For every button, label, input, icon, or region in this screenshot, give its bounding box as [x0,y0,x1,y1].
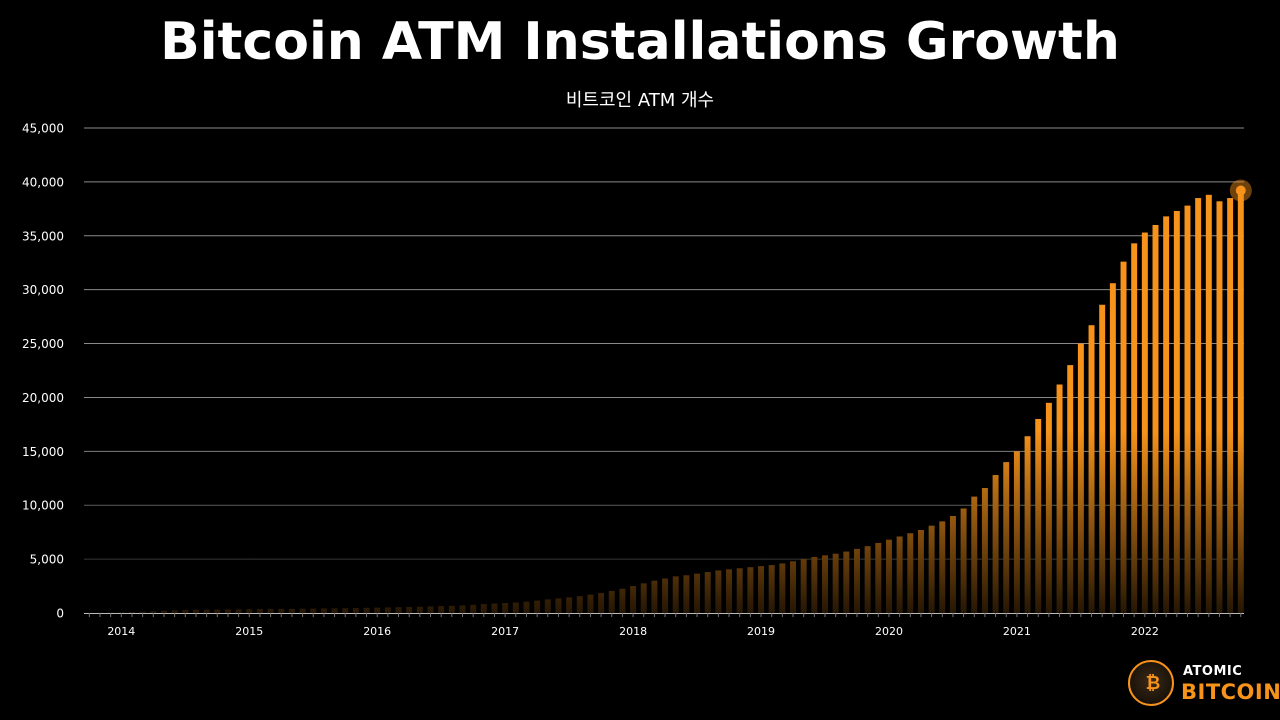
bitcoin-symbol-icon: ₿ [1130,673,1176,694]
latest-value-marker [1230,180,1252,202]
x-axis: 2014 2015 2016 2017 2018 2019 2020 2021 2022 [84,613,1244,638]
marker-dot [1236,186,1246,196]
y-tick-label: 15,000 [22,445,64,459]
x-tick-label: 2016 [363,625,391,638]
bar-chart: 0 5,000 10,000 15,000 20,000 25,000 30,000 35,0… [0,0,1280,720]
x-tick-label: 2018 [619,625,647,638]
y-tick-label: 40,000 [22,175,64,189]
mascot-icon: ₿ [1128,660,1174,706]
logo-text-bottom: BITCOIN [1181,680,1280,704]
y-tick-label: 35,000 [22,229,64,243]
x-tick-label: 2022 [1131,625,1159,638]
bar-fade-overlay [84,430,1244,613]
y-tick-label: 30,000 [22,283,64,297]
x-tick-label: 2015 [235,625,263,638]
y-tick-label: 10,000 [22,499,64,513]
y-tick-label: 5,000 [30,553,64,567]
x-tick-label: 2017 [491,625,519,638]
x-tick-label: 2014 [107,625,135,638]
y-tick-label: 0 [56,607,64,621]
y-tick-label: 45,000 [22,122,64,136]
x-tick-label: 2020 [875,625,903,638]
x-tick-label: 2021 [1003,625,1031,638]
logo-text-top: ATOMIC [1183,664,1242,679]
x-tick-label: 2019 [747,625,775,638]
y-axis: 0 5,000 10,000 15,000 20,000 25,000 30,000 35,0… [22,122,64,621]
y-tick-label: 25,000 [22,337,64,351]
atomic-bitcoin-logo: ₿ ATOMIC BITCOIN [1126,658,1276,714]
y-tick-label: 20,000 [22,391,64,405]
